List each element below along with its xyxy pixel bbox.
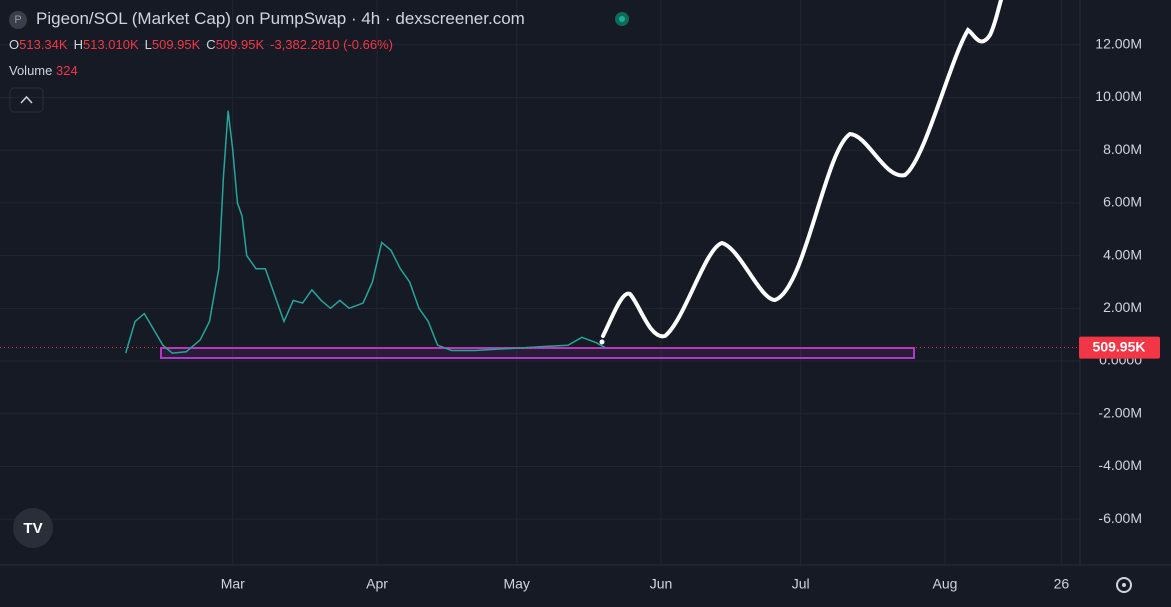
y-tick-label: 12.00M: [1095, 36, 1142, 52]
y-tick-label: -2.00M: [1098, 404, 1142, 420]
tv-logo[interactable]: [13, 508, 53, 548]
y-tick-label: 4.00M: [1103, 246, 1142, 262]
ohlc-key: C: [206, 37, 216, 52]
volume-row: Volume 324: [9, 63, 78, 78]
token-icon: P: [9, 11, 27, 29]
x-tick-label: Aug: [933, 576, 958, 592]
drawn-dot: [599, 339, 605, 345]
volume-value: 324: [56, 63, 78, 78]
x-tick-label: Jun: [650, 576, 673, 592]
y-tick-label: 8.00M: [1103, 141, 1142, 157]
ohlc-row: O513.34K H513.010K L509.95K C509.95K -3,382.…: [9, 37, 393, 52]
ohlc-value: 509.95K: [215, 37, 265, 52]
chart-title: Pigeon/SOL (Market Cap) on PumpSwap · 4h…: [36, 9, 525, 28]
status-dot: [615, 12, 629, 26]
y-tick-label: -4.00M: [1098, 457, 1142, 473]
y-tick-label: -6.00M: [1098, 510, 1142, 526]
x-tick-label: 26: [1054, 576, 1070, 592]
market-cap-line: [124, 110, 606, 354]
ohlc-value: 513.34K: [19, 37, 68, 52]
settings-icon[interactable]: [1116, 577, 1132, 593]
support-box: [160, 347, 915, 359]
ohlc-key: H: [73, 37, 83, 52]
collapse-icon: [20, 95, 33, 104]
ohlc-value: 513.010K: [82, 37, 139, 52]
x-tick-label: May: [503, 576, 529, 592]
x-tick-label: Jul: [792, 576, 810, 592]
y-tick-label: 2.00M: [1103, 299, 1142, 315]
tv-logo-text: TV: [23, 520, 42, 537]
x-tick-label: Apr: [366, 576, 388, 592]
drawn-projection: [601, 0, 1003, 339]
y-tick-label: 6.00M: [1103, 194, 1142, 210]
volume-label: Volume: [9, 63, 53, 78]
change: -3,382.2810 (-0.66%): [270, 37, 393, 52]
last-value-box: [1079, 336, 1160, 359]
y-tick-label: 10.00M: [1095, 88, 1142, 104]
settings-icon-center: [1122, 583, 1126, 587]
ohlc-key: L: [144, 37, 152, 52]
last-value-label: 509.95K: [1093, 338, 1146, 354]
x-tick-label: Mar: [221, 576, 245, 592]
ohlc-value: 509.95K: [151, 37, 201, 52]
ohlc-key: O: [9, 37, 20, 52]
collapse-button[interactable]: [9, 87, 44, 113]
